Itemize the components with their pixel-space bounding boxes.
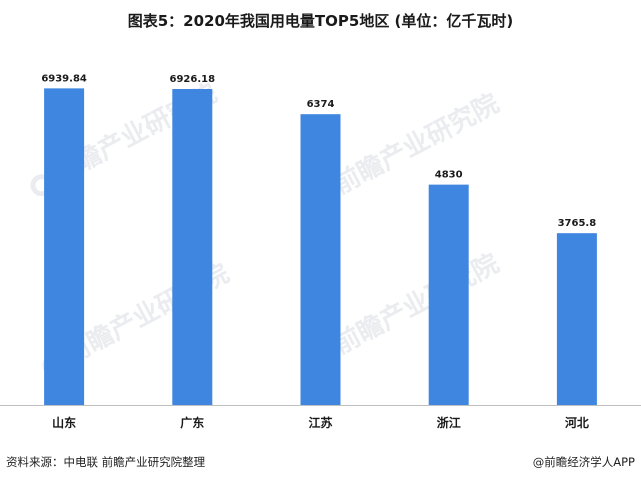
category-label-5: 河北 bbox=[564, 415, 589, 430]
value-label-4: 4830 bbox=[435, 170, 463, 181]
value-label-3: 6374 bbox=[307, 99, 335, 110]
brand-credit: @前瞻经济学人APP bbox=[532, 455, 635, 469]
category-label-3: 江苏 bbox=[308, 415, 332, 430]
category-label-1: 山东 bbox=[52, 415, 76, 430]
value-labels-layer: 6939.84 6926.18 6374 4830 3765.8 bbox=[41, 73, 596, 229]
chart-title: 图表5：2020年我国用电量TOP5地区 (单位：亿千瓦时) bbox=[127, 12, 514, 30]
footer: 资料来源：中电联 前瞻产业研究院整理 @前瞻经济学人APP bbox=[0, 452, 641, 474]
bar-1 bbox=[44, 88, 85, 405]
bars-layer bbox=[44, 88, 597, 405]
bar-5 bbox=[556, 233, 597, 405]
source-note: 资料来源：中电联 前瞻产业研究院整理 bbox=[6, 455, 206, 469]
value-label-5: 3765.8 bbox=[558, 218, 597, 229]
value-label-2: 6926.18 bbox=[170, 74, 216, 85]
bar-4 bbox=[428, 184, 469, 405]
bar-3 bbox=[300, 114, 341, 405]
category-label-4: 浙江 bbox=[437, 415, 461, 430]
value-label-1: 6939.84 bbox=[41, 73, 87, 84]
category-labels-layer: 山东 广东 江苏 浙江 河北 bbox=[52, 415, 589, 430]
bar-2 bbox=[172, 88, 213, 405]
category-label-2: 广东 bbox=[180, 415, 204, 430]
